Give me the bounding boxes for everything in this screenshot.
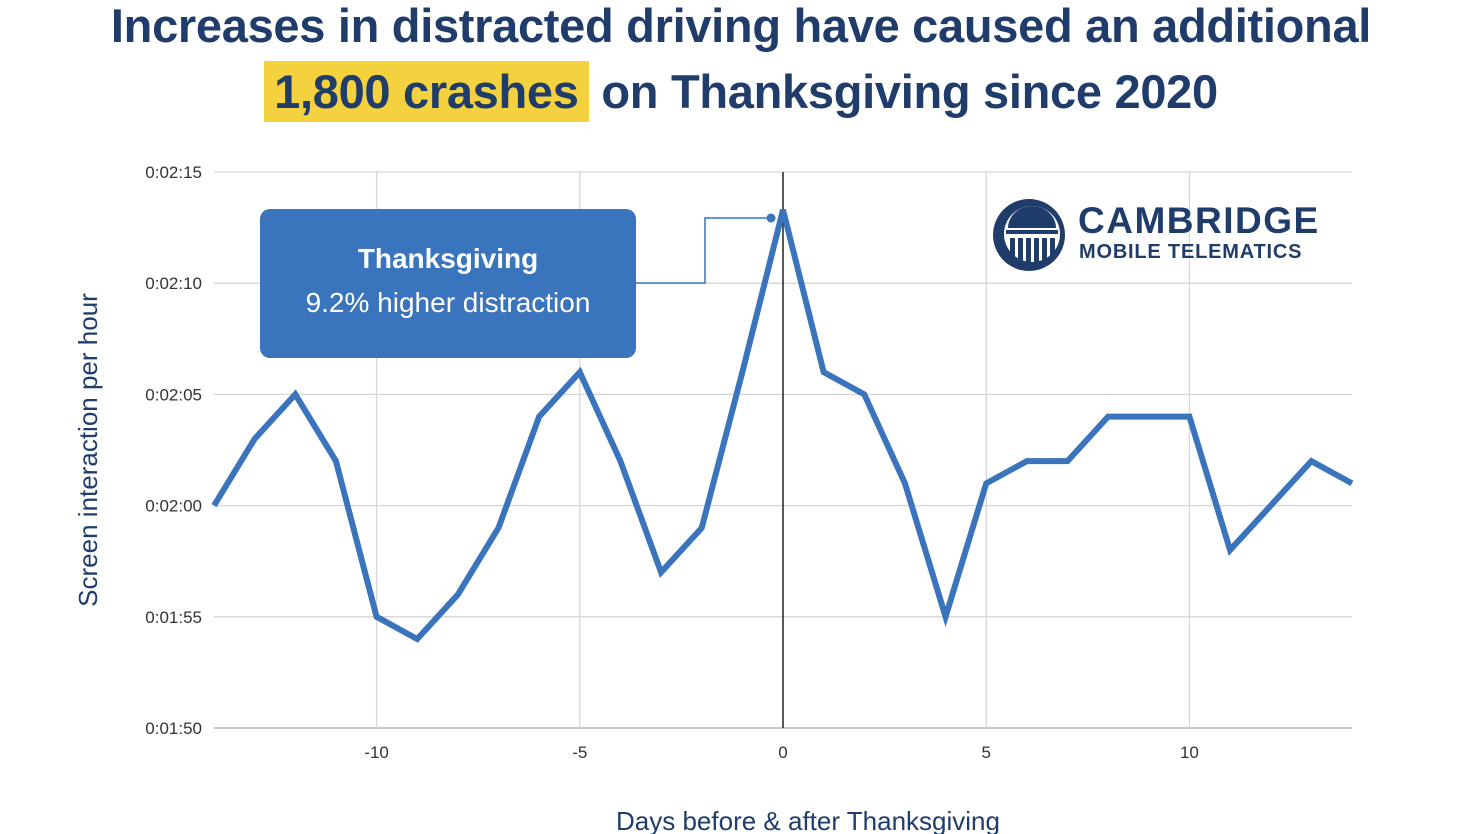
x-tick-label: -10 — [364, 743, 389, 762]
y-tick-label: 0:02:00 — [145, 497, 202, 516]
logo-wordmark-bottom: MOBILE TELEMATICS — [1079, 241, 1303, 263]
thanksgiving-callout: Thanksgiving 9.2% higher distraction — [260, 209, 636, 358]
logo-wordmark-top: CAMBRIDGE — [1078, 200, 1320, 241]
x-axis-ticks: -10 -5 0 5 10 — [364, 743, 1199, 762]
x-tick-label: -5 — [572, 743, 587, 762]
callout-leader-dot — [766, 213, 776, 223]
x-tick-label: 5 — [981, 743, 990, 762]
y-axis-label: Screen interaction per hour — [73, 293, 103, 607]
y-tick-label: 0:02:10 — [145, 274, 202, 293]
y-tick-label: 0:01:55 — [145, 608, 202, 627]
cambridge-mobile-telematics-logo: CAMBRIDGE MOBILE TELEMATICS — [990, 196, 1330, 276]
x-tick-label: 10 — [1180, 743, 1199, 762]
chart-title-line-1: Increases in distracted driving have cau… — [110, 0, 1372, 52]
callout-subtitle: 9.2% higher distraction — [305, 287, 591, 318]
chart-title-line-2-rest: on Thanksgiving since 2020 — [588, 65, 1218, 118]
x-axis-label: Days before & after Thanksgiving — [616, 806, 1000, 834]
pillar-logo-icon — [993, 199, 1065, 271]
x-tick-label: 0 — [778, 743, 787, 762]
y-axis-ticks: 0:01:50 0:01:55 0:02:00 0:02:05 0:02:10 0:02:… — [145, 163, 202, 738]
data-series-line — [211, 209, 1354, 643]
y-tick-label: 0:02:05 — [145, 385, 202, 404]
y-tick-label: 0:01:50 — [145, 719, 202, 738]
chart-title-line-2: 1,800 crashes on Thanksgiving since 2020 — [0, 61, 1482, 122]
callout-leader-line — [636, 217, 771, 284]
y-tick-label: 0:02:15 — [145, 163, 202, 182]
crash-count-highlight: 1,800 crashes — [264, 61, 589, 122]
callout-title: Thanksgiving — [357, 243, 539, 274]
